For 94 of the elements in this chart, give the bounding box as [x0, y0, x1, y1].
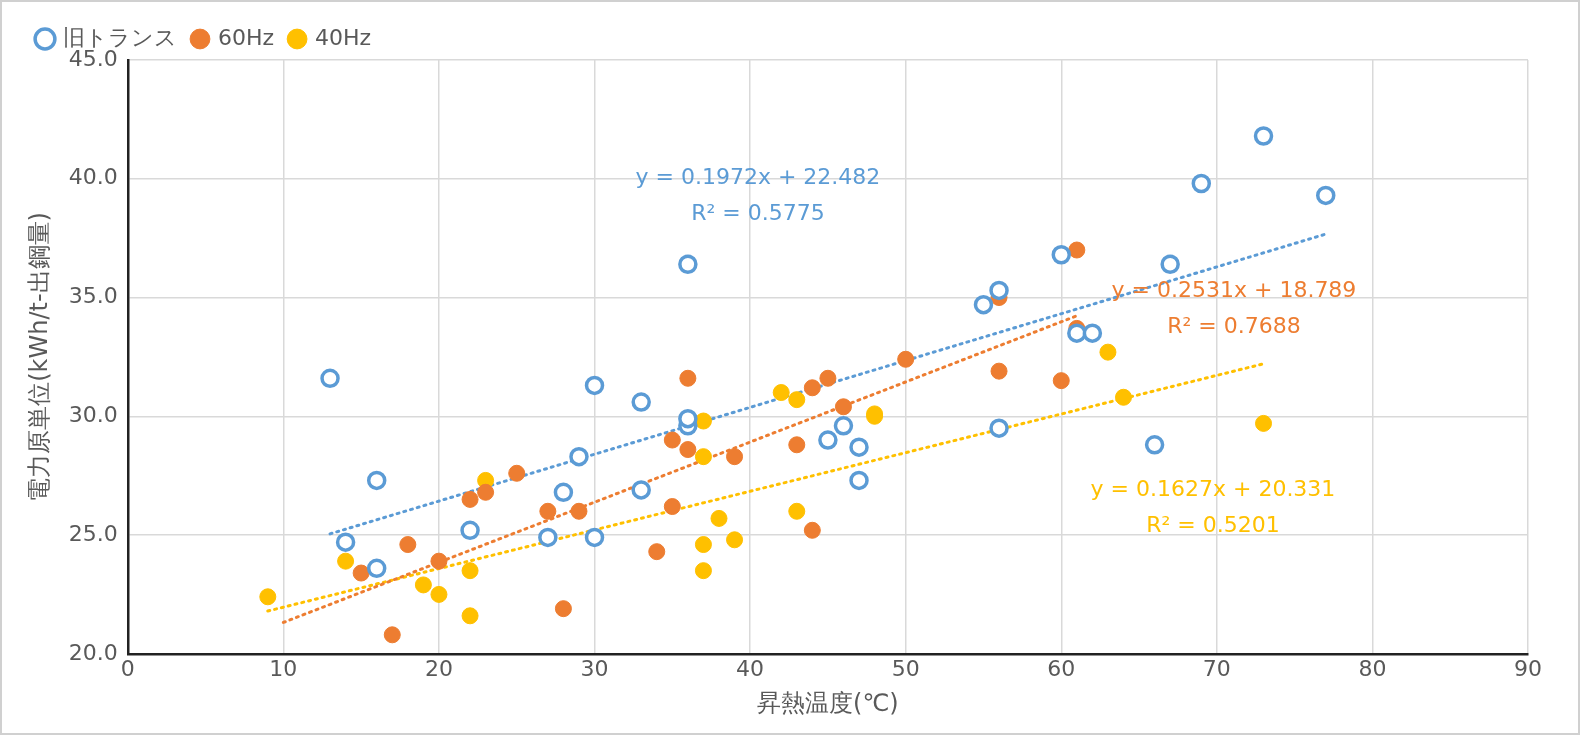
point — [553, 482, 574, 503]
point — [818, 430, 838, 450]
point — [710, 509, 728, 527]
point — [1082, 323, 1103, 343]
point — [430, 585, 448, 603]
point — [1144, 435, 1165, 455]
point — [461, 562, 479, 580]
x-tick-label: 10 — [269, 655, 298, 681]
point — [399, 536, 417, 554]
point — [694, 412, 712, 430]
point — [508, 464, 526, 482]
point — [678, 254, 698, 275]
point — [788, 502, 806, 520]
x-tick-label: 40 — [736, 655, 765, 681]
point — [1067, 323, 1087, 343]
legend-label: 旧トランス — [63, 24, 177, 50]
point — [1051, 245, 1072, 265]
legend-label: 60Hz — [218, 24, 275, 50]
point — [694, 562, 712, 580]
point — [554, 600, 572, 618]
point — [679, 441, 697, 459]
x-tick-label: 20 — [424, 655, 453, 681]
x-tick-label: 90 — [1514, 655, 1542, 681]
point — [726, 531, 744, 549]
x-tick-label: 0 — [120, 655, 135, 681]
point — [1253, 126, 1274, 146]
point — [414, 576, 432, 594]
point — [259, 588, 277, 606]
point — [990, 362, 1008, 380]
point — [833, 416, 854, 436]
y-tick-label: 30.0 — [68, 402, 118, 427]
point — [1316, 185, 1336, 206]
point — [461, 607, 479, 625]
y-tick-label: 35.0 — [68, 283, 118, 309]
point — [849, 470, 869, 491]
point — [539, 502, 557, 520]
point — [973, 294, 994, 315]
point — [726, 448, 744, 466]
point — [849, 437, 869, 457]
x-tick-label: 80 — [1358, 655, 1387, 681]
point — [678, 408, 698, 429]
point — [1255, 414, 1273, 432]
point — [366, 558, 387, 579]
x-tick-label: 30 — [580, 655, 609, 681]
point — [788, 391, 806, 409]
x-tick-label: 50 — [891, 655, 920, 681]
point — [694, 536, 712, 554]
point — [788, 436, 806, 454]
point — [803, 521, 821, 539]
point — [631, 480, 651, 500]
point — [1068, 241, 1086, 259]
x-tick-label: 60 — [1047, 655, 1076, 681]
point — [460, 520, 480, 541]
y-tick-label: 25.0 — [68, 520, 118, 546]
x-axis-title: 昇熱温度(℃) — [757, 688, 899, 717]
y-axis-title: 電力原単位(kWh/t-出鋼量) — [24, 212, 53, 502]
point — [477, 483, 495, 501]
x-tick-label: 70 — [1202, 655, 1231, 681]
annotation: y = 0.1972x + 22.482 R² = 0.5775 — [635, 164, 881, 226]
point — [989, 280, 1009, 301]
point — [366, 470, 387, 491]
point — [584, 375, 605, 396]
point — [584, 527, 605, 548]
point — [1099, 343, 1117, 361]
point — [663, 431, 681, 449]
point — [1114, 388, 1132, 406]
point — [1191, 173, 1212, 194]
point — [430, 552, 448, 570]
point — [352, 564, 370, 582]
point — [989, 418, 1009, 438]
point — [694, 448, 712, 466]
point — [648, 543, 666, 561]
point — [461, 490, 479, 508]
point — [897, 350, 915, 368]
annotation: y = 0.1627x + 20.331 R² = 0.5201 — [1090, 476, 1336, 538]
point — [663, 498, 681, 516]
point — [631, 392, 651, 412]
point — [834, 398, 852, 416]
point — [569, 446, 589, 467]
point — [337, 552, 355, 570]
point — [772, 384, 790, 402]
y-tick-label: 40.0 — [68, 164, 118, 190]
point — [335, 532, 356, 552]
point — [803, 379, 821, 397]
point — [1160, 254, 1180, 275]
point — [320, 368, 340, 389]
legend-label: 40Hz — [315, 24, 372, 50]
point — [819, 369, 837, 387]
point — [570, 502, 588, 520]
y-tick-label: 20.0 — [68, 639, 118, 665]
point — [383, 626, 401, 644]
point — [679, 369, 697, 387]
point — [1052, 372, 1070, 390]
point — [538, 527, 558, 548]
